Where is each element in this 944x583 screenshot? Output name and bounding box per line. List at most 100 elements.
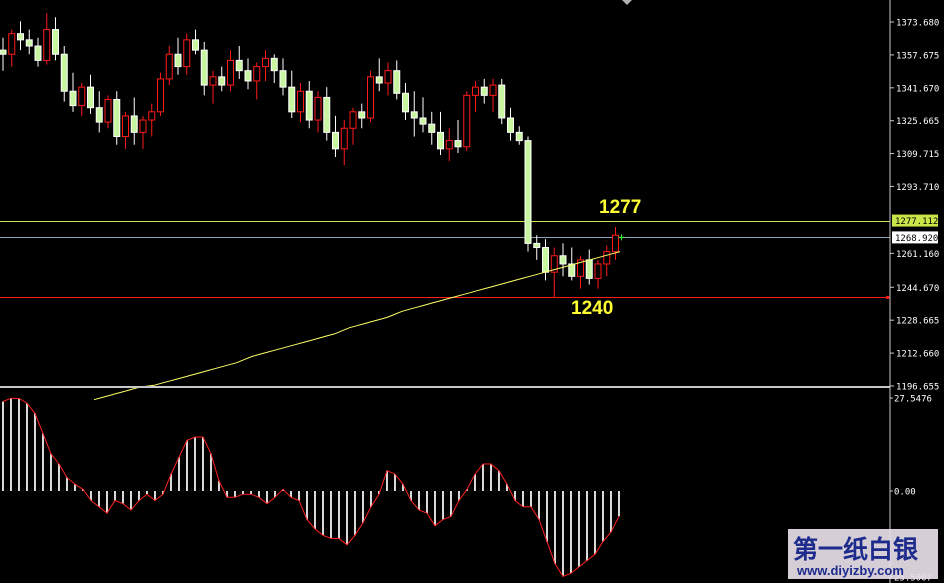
candle-body: [472, 86, 479, 96]
candle-body: [43, 29, 51, 61]
candle: [489, 78, 497, 112]
histogram-bar: [546, 491, 548, 542]
candle: [78, 83, 86, 116]
candle: [533, 235, 541, 260]
histogram-bar: [378, 491, 380, 495]
candle: [454, 120, 462, 153]
candle-body: [157, 78, 164, 113]
candle-body: [25, 39, 33, 47]
candle-body: [498, 84, 506, 119]
candle: [594, 259, 602, 289]
candle-body: [183, 39, 191, 68]
histogram-bar: [362, 491, 364, 523]
candle-body: [402, 92, 409, 113]
candle-body: [253, 66, 261, 82]
candle: [262, 50, 269, 81]
scroll-marker-icon[interactable]: [622, 0, 632, 5]
candle: [507, 107, 514, 141]
candle-body: [192, 39, 199, 51]
candle-body: [0, 49, 7, 55]
watermark-logo: 第一纸白银 www.diyizby.com: [788, 529, 938, 579]
histogram-bar: [2, 401, 4, 491]
candle: [52, 17, 59, 61]
candle-body: [489, 84, 497, 96]
histogram-bar: [250, 491, 252, 495]
candle: [165, 46, 173, 86]
candle: [314, 91, 322, 133]
candle-body: [524, 140, 532, 244]
candle-body: [428, 123, 436, 133]
resistance-price-tag: [892, 214, 938, 227]
candle-body: [69, 90, 77, 107]
candle-body: [262, 57, 269, 68]
candle-body: [279, 70, 287, 88]
candle: [17, 21, 24, 51]
candle-body: [34, 45, 42, 61]
histogram-bar: [170, 474, 172, 491]
histogram-bar: [514, 491, 516, 501]
candle-body: [612, 234, 619, 253]
oscillator-axis-label: 0.00: [894, 488, 916, 498]
candle-body: [542, 247, 549, 273]
candle: [69, 72, 77, 112]
price-axis-label: 1309.715: [896, 150, 939, 160]
histogram-signal-line: [2, 397, 620, 578]
histogram-bar: [66, 477, 68, 491]
histogram-bar: [458, 491, 460, 501]
candle: [244, 58, 252, 90]
candle-body: [52, 29, 59, 55]
watermark-url: www.diyizby.com: [796, 563, 904, 578]
histogram-bar: [234, 491, 236, 498]
pane-separator[interactable]: [0, 386, 890, 388]
candle: [200, 41, 208, 96]
candle-body: [270, 57, 278, 72]
candle-body: [568, 263, 576, 277]
support-chart-label: 1240: [571, 298, 613, 319]
histogram-bar: [266, 491, 268, 504]
candle: [323, 87, 331, 141]
histogram-bar: [386, 470, 388, 491]
candle: [577, 255, 584, 289]
candle-body: [419, 117, 427, 125]
candle-body: [8, 33, 16, 55]
candle: [472, 80, 479, 112]
price-axis-label: 1196.655: [896, 383, 939, 393]
candle: [43, 13, 51, 65]
histogram-bar: [106, 491, 108, 514]
candle-body: [288, 86, 296, 113]
histogram-bar: [138, 491, 140, 501]
price-pane: 1373.680 1357.675 1341.670 1325.665 1309.715…: [0, 13, 939, 401]
histogram-bar: [370, 491, 372, 507]
candle: [515, 126, 523, 145]
candle: [288, 70, 296, 118]
candle-body: [218, 76, 226, 86]
candle: [183, 33, 191, 75]
price-axis-label: 1228.665: [896, 317, 939, 327]
candle: [603, 245, 611, 277]
price-axis-label: 1325.665: [896, 117, 939, 127]
candle-body: [104, 98, 112, 123]
candle-body: [235, 59, 243, 72]
histogram-bar: [186, 440, 188, 491]
candle: [25, 29, 33, 55]
moving-average-line: [93, 251, 621, 401]
candle: [122, 111, 129, 149]
candle: [332, 115, 339, 158]
histogram-bar: [154, 491, 156, 501]
histogram-bar: [258, 491, 260, 498]
candle-body: [200, 49, 208, 86]
candle: [209, 70, 217, 104]
histogram-bar: [10, 398, 12, 491]
histogram-bar: [354, 491, 356, 536]
candle: [358, 103, 366, 129]
candle: [568, 247, 576, 281]
candle: [375, 58, 383, 92]
price-axis-label: 1212.660: [896, 350, 939, 360]
histogram-bar: [570, 491, 572, 574]
candle: [95, 91, 103, 133]
candle: [139, 115, 147, 149]
candle-body: [559, 255, 567, 265]
candle-body: [314, 96, 322, 121]
candle-body: [463, 94, 471, 148]
histogram-bar: [42, 433, 44, 491]
